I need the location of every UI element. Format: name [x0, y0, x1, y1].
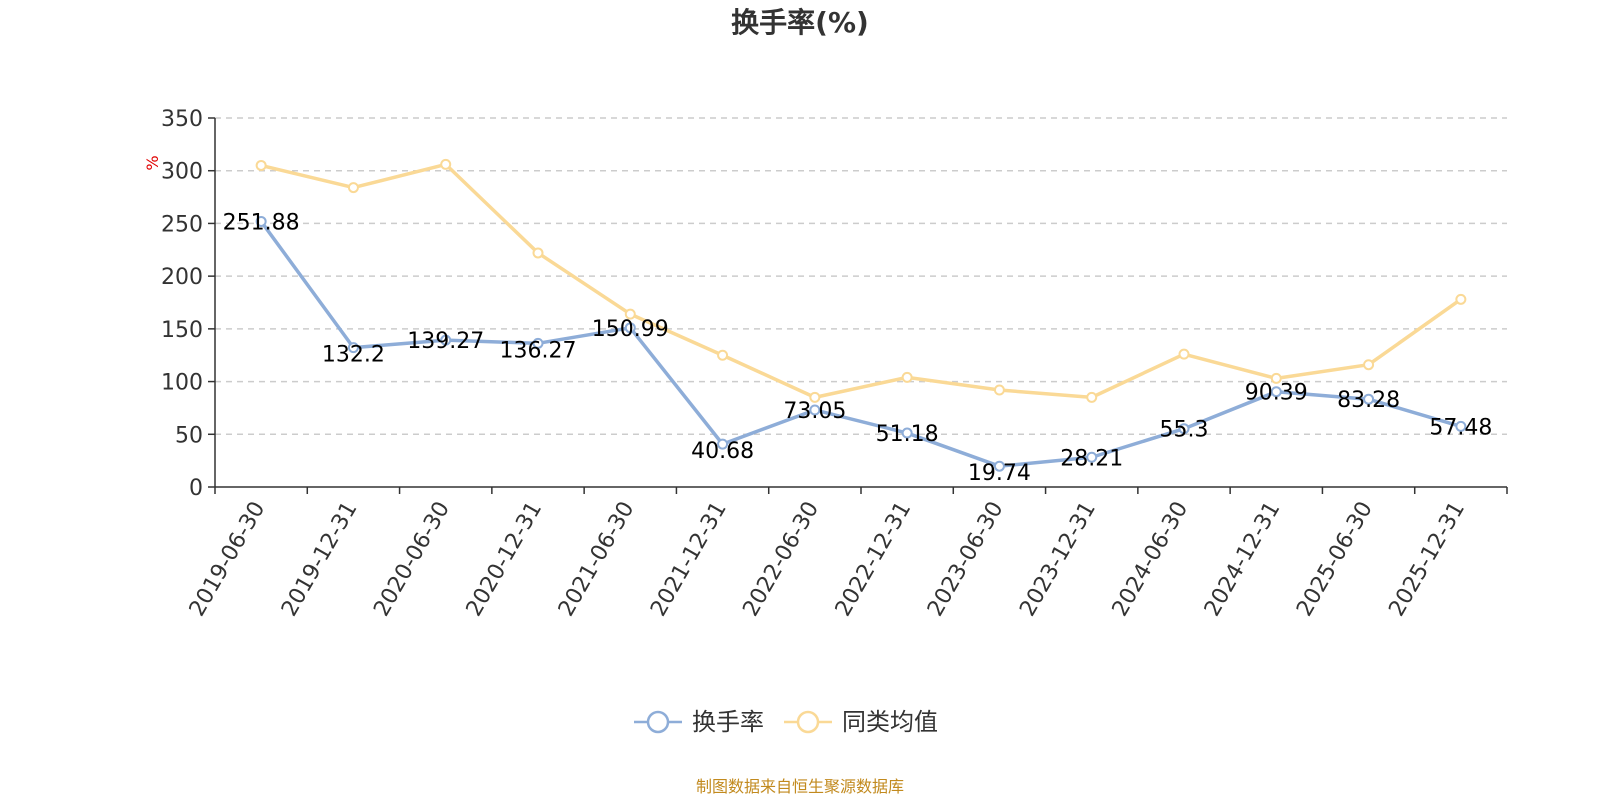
x-tick-label: 2022-06-30	[738, 498, 824, 621]
data-label: 57.48	[1429, 415, 1492, 440]
data-point-peer-average[interactable]	[1270, 372, 1282, 384]
y-tick-label: 350	[161, 107, 203, 132]
x-tick-label: 2020-12-31	[462, 498, 548, 621]
data-label: 51.18	[876, 422, 939, 447]
data-label: 150.99	[592, 317, 669, 342]
legend[interactable]: 换手率 同类均值	[634, 708, 938, 736]
data-labels: 251.88 132.2 139.27 136.27 150.99 40.68 73.05 5…	[223, 210, 1493, 486]
data-point-peer-average[interactable]	[993, 384, 1005, 396]
data-point-turnover[interactable]	[1270, 386, 1282, 398]
data-point-turnover[interactable]	[1086, 451, 1098, 463]
data-point-peer-average[interactable]	[717, 349, 729, 361]
data-point-peer-average[interactable]	[347, 182, 359, 194]
x-tick-label: 2019-12-31	[277, 498, 363, 621]
data-label: 251.88	[223, 210, 300, 235]
data-point-turnover[interactable]	[901, 427, 913, 439]
data-point-turnover[interactable]	[440, 334, 452, 346]
data-point-turnover[interactable]	[532, 337, 544, 349]
data-point-turnover[interactable]	[347, 342, 359, 354]
source-note: 制图数据来自恒生聚源数据库	[696, 777, 904, 796]
x-tick-label: 2022-12-31	[831, 497, 917, 620]
y-tick-label: 100	[161, 371, 203, 396]
data-point-turnover[interactable]	[1363, 393, 1375, 405]
data-label: 40.68	[691, 439, 754, 464]
legend-marker	[796, 710, 820, 734]
data-label: 28.21	[1060, 446, 1123, 471]
data-label: 90.39	[1245, 381, 1308, 406]
x-tick-label: 2024-12-31	[1200, 498, 1286, 621]
x-tick-label: 2019-06-30	[185, 498, 271, 621]
data-point-turnover[interactable]	[809, 404, 821, 416]
data-label: 55.3	[1160, 418, 1209, 443]
data-point-turnover[interactable]	[1455, 420, 1467, 432]
data-point-turnover[interactable]	[717, 438, 729, 450]
x-tick-label: 2024-06-30	[1108, 498, 1194, 621]
data-point-peer-average[interactable]	[532, 247, 544, 259]
legend-label: 换手率	[692, 708, 764, 736]
y-tick-label: 250	[161, 212, 203, 237]
data-label: 136.27	[500, 338, 577, 363]
legend-item-turnover[interactable]: 换手率	[634, 708, 764, 736]
x-tick-label: 2020-06-30	[369, 498, 455, 621]
x-tick-label: 2023-12-31	[1015, 498, 1101, 621]
y-tick-label: 50	[175, 423, 203, 448]
y-tick-label: 200	[161, 265, 203, 290]
data-label: 83.28	[1337, 388, 1400, 413]
y-tick-label: 150	[161, 318, 203, 343]
data-point-peer-average[interactable]	[440, 158, 452, 170]
chart-title: 换手率(%)	[731, 6, 869, 39]
y-axis-unit: %	[143, 155, 162, 170]
x-tick-label: 2025-12-31	[1384, 498, 1470, 621]
series-line-turnover	[259, 220, 1462, 468]
x-tick-label: 2021-06-30	[554, 498, 640, 621]
data-label: 19.74	[968, 461, 1031, 486]
x-tick-label: 2023-06-30	[923, 498, 1009, 621]
data-point-turnover[interactable]	[1178, 423, 1190, 435]
data-point-peer-average[interactable]	[1363, 359, 1375, 371]
legend-label: 同类均值	[842, 708, 938, 736]
data-point-peer-average[interactable]	[809, 391, 821, 403]
data-point-peer-average[interactable]	[1178, 348, 1190, 360]
data-point-turnover[interactable]	[255, 215, 267, 227]
legend-marker	[646, 710, 670, 734]
series-lines	[255, 158, 1467, 472]
data-point-turnover[interactable]	[993, 460, 1005, 472]
data-label: 139.27	[407, 329, 484, 354]
series-line-peer-average	[260, 162, 1462, 400]
y-tick-label: 300	[161, 160, 203, 185]
x-tick-label: 2021-12-31	[646, 498, 732, 621]
data-label: 132.2	[322, 343, 385, 368]
data-point-peer-average[interactable]	[1455, 293, 1467, 305]
data-point-peer-average[interactable]	[624, 308, 636, 320]
legend-item-peer-average[interactable]: 同类均值	[784, 708, 938, 736]
y-tick-label: 0	[189, 476, 203, 501]
data-point-peer-average[interactable]	[1086, 391, 1098, 403]
data-label: 73.05	[783, 399, 846, 424]
data-point-peer-average[interactable]	[255, 159, 267, 171]
data-point-peer-average[interactable]	[901, 371, 913, 383]
data-point-turnover[interactable]	[624, 322, 636, 334]
x-tick-label: 2025-06-30	[1292, 498, 1378, 621]
